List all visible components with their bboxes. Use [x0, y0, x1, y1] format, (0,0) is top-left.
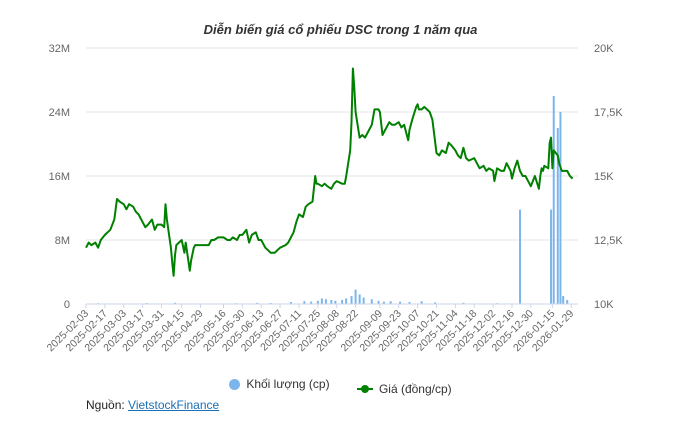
volume-bar[interactable] [556, 128, 559, 304]
legend-label-volume: Khối lượng (cp) [246, 377, 330, 391]
volume-bar[interactable] [316, 300, 319, 304]
grid-lines [86, 47, 578, 305]
y-right-tick-label: 17,5K [594, 107, 623, 119]
volume-bar[interactable] [408, 302, 411, 304]
source-label: Nguồn: [86, 398, 125, 412]
volume-bar[interactable] [310, 301, 313, 304]
volume-swatch-icon [229, 378, 241, 390]
source-note: Nguồn: VietstockFinance [86, 398, 219, 412]
volume-bars [97, 96, 569, 304]
volume-bar[interactable] [341, 300, 344, 304]
y-right-tick-label: 20K [594, 43, 614, 55]
volume-bar[interactable] [434, 302, 437, 304]
volume-bar[interactable] [334, 300, 337, 304]
volume-bar[interactable] [330, 300, 333, 304]
volume-bar[interactable] [399, 301, 402, 304]
volume-bar[interactable] [370, 299, 373, 304]
y-right-tick-label: 15K [594, 171, 614, 183]
volume-bar[interactable] [552, 96, 555, 304]
axes: 08M16M24M32M10K12,5K15K17,5K20K2025-02-0… [45, 43, 624, 354]
volume-bar[interactable] [362, 297, 365, 304]
source-link[interactable]: VietstockFinance [128, 398, 220, 412]
volume-bar[interactable] [324, 299, 327, 304]
price-line[interactable] [85, 67, 574, 277]
volume-bar[interactable] [350, 296, 353, 304]
volume-bar[interactable] [256, 302, 259, 304]
volume-bar[interactable] [320, 298, 323, 304]
y-left-tick-label: 32M [49, 43, 70, 55]
legend: Khối lượng (cp) Giá (đồng/cp) [0, 377, 681, 396]
volume-bar[interactable] [562, 296, 565, 304]
volume-bar[interactable] [289, 302, 292, 304]
volume-bar[interactable] [303, 301, 306, 304]
volume-bar[interactable] [566, 300, 569, 304]
y-left-tick-label: 8M [55, 235, 70, 247]
volume-bar[interactable] [420, 301, 423, 304]
y-left-tick-label: 0 [64, 299, 70, 311]
volume-bar[interactable] [550, 209, 553, 304]
y-left-tick-label: 16M [49, 171, 70, 183]
volume-bar[interactable] [358, 294, 361, 304]
y-left-tick-label: 24M [49, 107, 70, 119]
legend-label-price: Giá (đồng/cp) [378, 381, 452, 396]
legend-item-price[interactable]: Giá (đồng/cp) [356, 381, 452, 396]
volume-bar[interactable] [559, 112, 562, 304]
volume-bar[interactable] [345, 298, 348, 304]
volume-bar[interactable] [382, 301, 385, 304]
volume-bar[interactable] [462, 302, 465, 304]
chart-title: Diễn biến giá cổ phiếu DSC trong 1 năm q… [203, 22, 478, 37]
price-swatch-icon [356, 384, 373, 393]
y-right-tick-label: 12,5K [594, 235, 623, 247]
volume-bar[interactable] [354, 289, 357, 304]
price-line-layer [85, 67, 574, 277]
volume-bar[interactable] [519, 209, 522, 304]
legend-item-volume[interactable]: Khối lượng (cp) [229, 377, 330, 391]
volume-bar[interactable] [389, 301, 392, 304]
volume-bar[interactable] [377, 300, 380, 304]
volume-bar[interactable] [173, 302, 176, 304]
y-right-tick-label: 10K [594, 299, 614, 311]
